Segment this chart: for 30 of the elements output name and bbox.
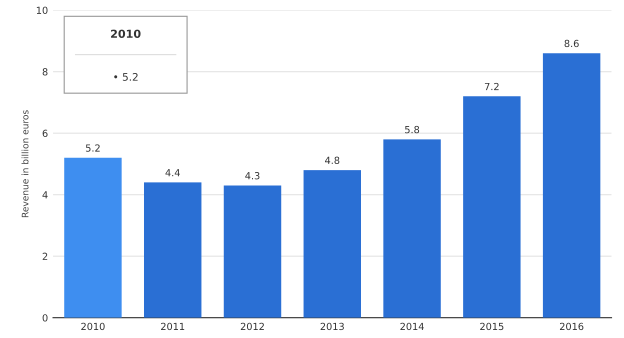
data-label: 5.2: [86, 144, 100, 152]
data-label: 5.8: [405, 126, 420, 134]
data-label: 4.8: [325, 156, 340, 164]
y-tick-label: 10: [36, 6, 48, 14]
bar: [304, 170, 361, 318]
annotation: • 5.2: [114, 72, 138, 81]
annotation: 2010: [111, 30, 141, 38]
bar: [144, 182, 202, 318]
x-tick-label: 2014: [400, 322, 424, 330]
x-tick-label: 2012: [240, 322, 264, 330]
y-tick-label: 0: [42, 314, 48, 322]
bar: [542, 53, 600, 318]
x-tick-label: 2013: [320, 322, 344, 330]
x-tick-label: 2016: [560, 322, 584, 330]
x-tick-label: 2011: [161, 322, 184, 330]
bar: [64, 158, 122, 318]
y-tick-label: 4: [42, 191, 48, 198]
x-tick-label: 2010: [81, 322, 105, 330]
data-label: 4.4: [165, 169, 180, 176]
y-axis-title: Revenue in billion euros: [22, 110, 29, 218]
y-tick-label: 6: [42, 130, 48, 138]
bar: [463, 96, 521, 318]
data-label: 7.2: [484, 82, 499, 90]
bar: [224, 185, 282, 318]
x-tick-label: 2015: [480, 322, 504, 330]
data-label: 8.6: [564, 40, 579, 48]
y-tick-label: 2: [42, 252, 48, 260]
data-label: 4.3: [245, 172, 260, 180]
y-tick-label: 8: [42, 68, 48, 76]
bar: [383, 139, 441, 318]
